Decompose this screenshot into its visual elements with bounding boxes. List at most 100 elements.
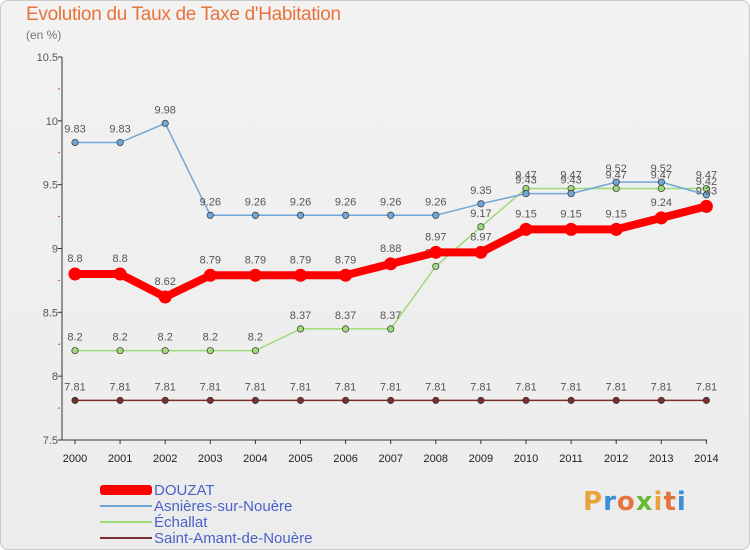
data-label: 8.2 [203,332,218,344]
y-tick-label: 10.5 [37,52,58,64]
data-label: 7.81 [425,381,446,393]
x-tick-label: 2008 [424,453,448,465]
data-label: 8.2 [112,332,127,344]
y-tick-label: 9.5 [43,180,58,192]
data-label: 9.26 [200,196,221,208]
data-label: 8.97 [425,231,446,243]
data-point [339,268,353,282]
data-label: 9.26 [335,196,356,208]
data-label: 9.33 [696,185,717,197]
x-tick-label: 2005 [288,453,312,465]
data-label: 9.26 [380,196,401,208]
data-label: 9.47 [560,169,581,181]
data-label: 7.81 [109,381,130,393]
chart-title: Evolution du Taux de Taxe d'Habitation [26,4,341,25]
data-point [477,200,485,208]
data-point [71,347,79,355]
data-label: 8.79 [200,254,221,266]
data-label: 9.42 [696,176,717,188]
y-tick-label: 10 [46,116,58,128]
data-label: 7.81 [560,381,581,393]
data-point [567,190,575,198]
data-label: 8.8 [67,253,82,265]
data-label: 9.47 [696,169,717,181]
data-point [296,325,305,333]
logo-letter: i [676,487,687,517]
data-point [699,199,713,213]
legend-label-asnieres: Asnières-sur-Nouère [154,498,293,515]
data-label: 9.15 [560,208,581,220]
data-label: 9.43 [560,175,581,187]
data-point [116,138,124,147]
data-point [251,396,259,404]
data-point [567,396,575,404]
data-point [612,178,620,186]
data-label: 9.52 [605,163,626,175]
data-label: 7.81 [335,381,356,393]
x-tick-label: 2000 [63,453,87,465]
data-point [158,290,172,304]
logo-letter: x [635,487,654,517]
data-point [161,347,169,355]
data-label: 7.81 [380,381,401,393]
data-label: 8.88 [380,243,401,255]
logo-letter: t [663,487,677,517]
data-point [251,211,259,219]
data-point [519,222,533,236]
data-label: 8.79 [290,254,311,266]
data-point [702,396,710,404]
data-label: 9.83 [109,124,130,136]
data-point [113,267,127,281]
legend-swatch-asnieres [100,505,152,507]
y-tick-label: 8 [52,371,58,383]
x-tick-label: 2006 [333,453,357,465]
data-point [248,268,262,282]
x-tick-label: 2013 [649,453,673,465]
data-label: 8.37 [335,310,356,322]
x-tick-label: 2001 [108,453,132,465]
data-point [116,396,124,404]
x-tick-label: 2004 [243,453,267,465]
data-label: 8.37 [380,310,401,322]
data-point [68,267,82,281]
data-label: 9.47 [605,169,626,181]
data-label: 7.81 [245,381,266,393]
data-label: 8.62 [154,276,175,288]
data-point [251,347,259,355]
data-label: 9.43 [515,175,536,187]
data-point [206,347,214,355]
data-label: 7.81 [154,381,175,393]
legend-label-saint-amant: Saint-Amant-de-Nouère [154,530,313,547]
y-tick-label: 9 [52,244,58,256]
data-label: 9.52 [651,163,672,175]
data-label: 9.26 [290,196,311,208]
data-point [342,325,350,333]
data-label: 8.2 [248,332,263,344]
y-tick-label: 8.5 [43,307,58,319]
data-point [522,396,530,404]
data-label: 9.83 [64,124,85,136]
data-label: 7.81 [651,381,672,393]
data-point [206,396,214,404]
data-point [609,222,623,236]
data-label: 9.98 [154,104,175,116]
data-label: 9.17 [470,208,491,220]
data-label: 9.26 [245,196,266,208]
data-point [387,325,395,333]
data-point [702,191,710,199]
data-point [522,190,530,198]
x-tick-label: 2007 [378,453,402,465]
data-point [432,396,440,404]
x-tick-label: 2014 [694,453,718,465]
data-point [342,211,350,219]
data-label: 8.2 [67,332,82,344]
data-point [71,138,79,147]
data-point [477,223,485,231]
data-point [116,347,124,355]
data-label: 7.81 [470,381,491,393]
logo-letter: i [653,487,664,517]
data-point [384,257,398,271]
data-label: 9.47 [651,169,672,181]
data-label: 7.81 [515,381,536,393]
data-point [387,211,395,219]
